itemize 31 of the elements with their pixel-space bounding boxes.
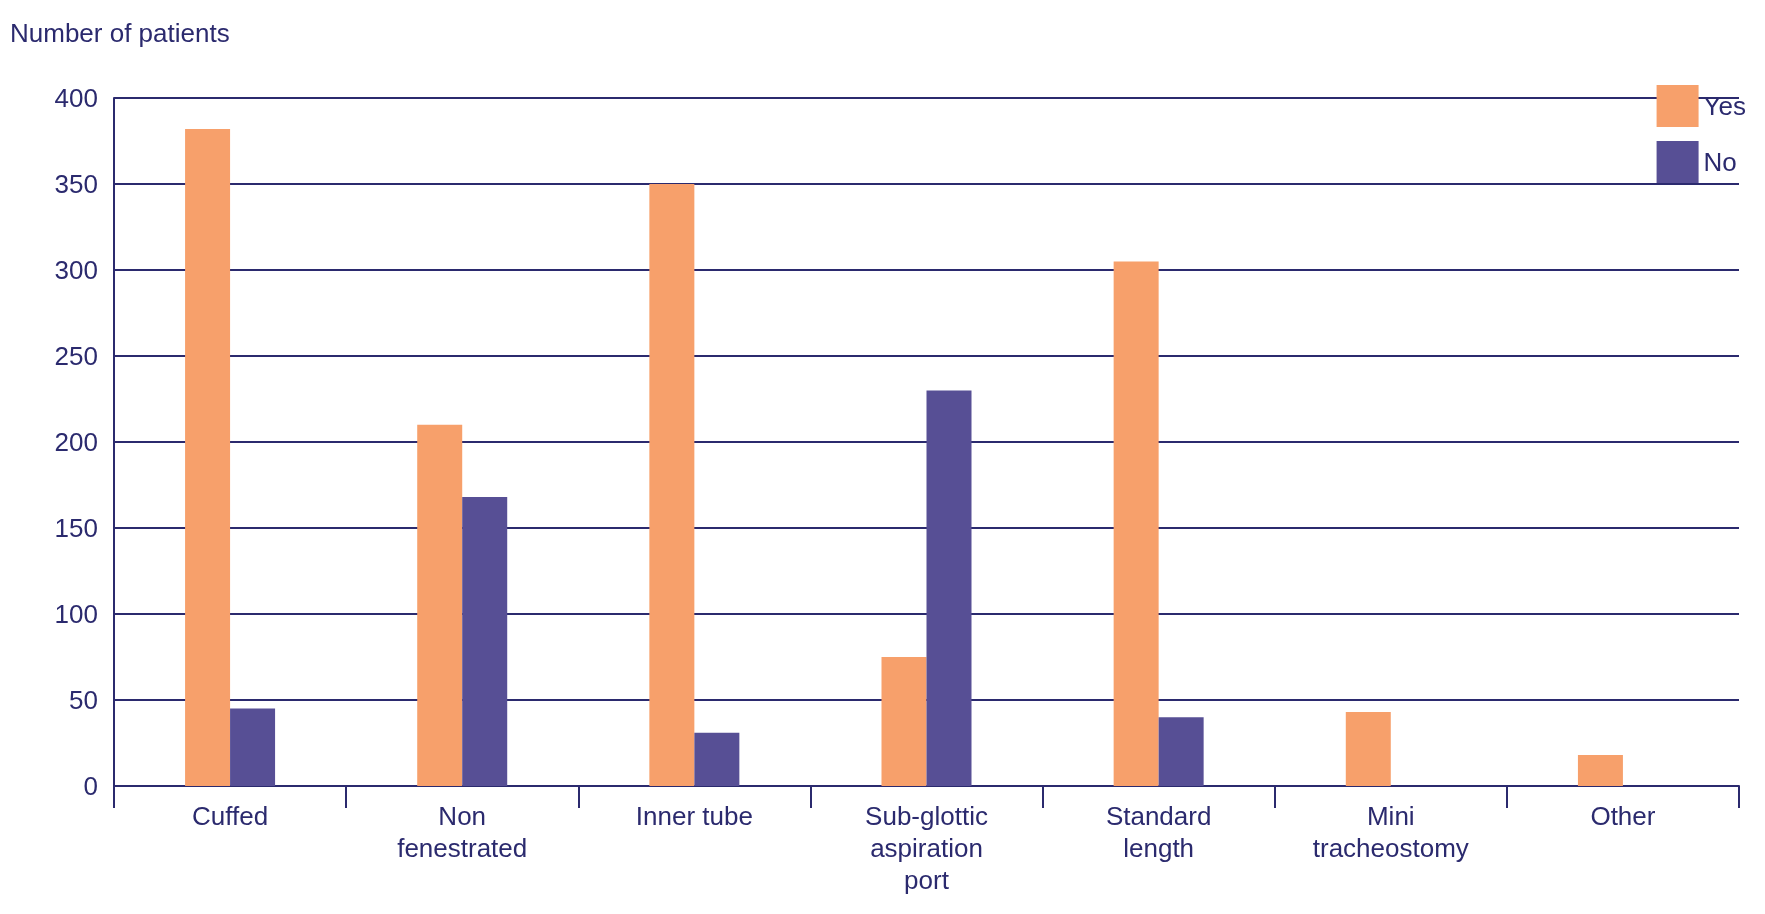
y-tick-label: 250 [54, 341, 98, 371]
y-tick-label: 300 [54, 255, 98, 285]
y-tick-label: 50 [69, 685, 98, 715]
bar [1158, 717, 1204, 786]
bar [230, 708, 276, 786]
bar [462, 497, 508, 786]
bar [1345, 712, 1391, 786]
x-tick-label: Standard length [1105, 801, 1212, 863]
x-tick-label: Cuffed [192, 801, 269, 831]
legend-label: Yes [1703, 91, 1747, 121]
bar [1113, 261, 1159, 786]
bar [926, 390, 972, 786]
x-tick-label: Sub-glottic aspiration port [865, 801, 988, 895]
y-tick-label: 0 [83, 771, 98, 801]
x-tick-label: Other [1590, 801, 1656, 831]
x-tick-label: Inner tube [635, 801, 753, 831]
x-tick-label: Mini tracheostomy [1312, 801, 1469, 863]
bar [417, 424, 463, 786]
bar [694, 732, 740, 786]
bar [1577, 755, 1623, 786]
y-tick-label: 350 [54, 169, 98, 199]
y-axis-title: Number of patients [10, 18, 230, 48]
bar [881, 657, 927, 786]
y-tick-label: 150 [54, 513, 98, 543]
y-tick-label: 200 [54, 427, 98, 457]
legend-label: No [1703, 147, 1737, 177]
y-tick-label: 100 [54, 599, 98, 629]
bar [649, 184, 695, 786]
x-tick-label: Non fenestrated [397, 801, 528, 863]
y-tick-label: 400 [54, 83, 98, 113]
bar [185, 128, 231, 786]
